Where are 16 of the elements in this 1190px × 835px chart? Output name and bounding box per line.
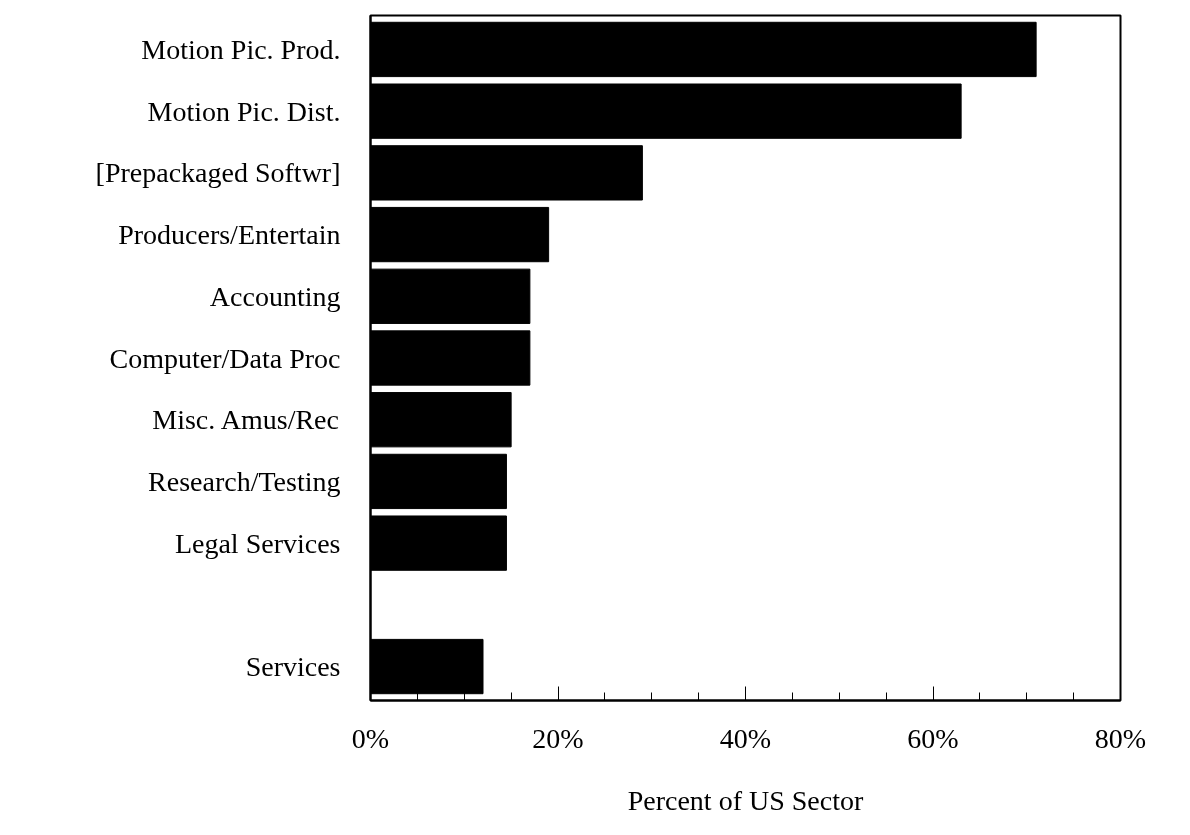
y-tick-label: Research/Testing <box>148 465 341 497</box>
y-tick-label: Legal Services <box>174 527 341 559</box>
x-tick-label: 80% <box>1094 722 1147 754</box>
y-tick-label: Misc. Amus/Rec <box>152 404 339 436</box>
y-tick-label: Motion Pic. Dist. <box>147 95 341 127</box>
y-tick-label: Producers/Entertain <box>118 219 341 251</box>
y-tick-label: Services <box>245 651 341 683</box>
y-tick-label: Computer/Data Proc <box>109 342 341 374</box>
x-tick-label: 60% <box>907 722 959 754</box>
y-tick-label: [Prepackaged Softwr] <box>95 157 341 189</box>
x-tick-label: 0% <box>351 722 390 754</box>
x-axis-title: Percent of US Sector <box>627 784 864 816</box>
x-tick-label: 20% <box>532 722 584 754</box>
x-tick-label: 40% <box>719 722 772 754</box>
y-tick-label: Accounting <box>209 280 341 312</box>
y-tick-label: Motion Pic. Prod. <box>141 33 341 65</box>
